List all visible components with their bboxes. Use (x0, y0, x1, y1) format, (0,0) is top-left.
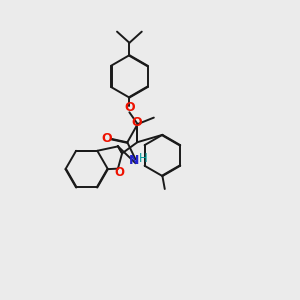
Text: O: O (114, 166, 124, 179)
Text: O: O (124, 100, 135, 113)
Text: O: O (131, 116, 142, 129)
Text: O: O (102, 132, 112, 145)
Text: N: N (129, 154, 139, 167)
Text: H: H (139, 152, 148, 165)
